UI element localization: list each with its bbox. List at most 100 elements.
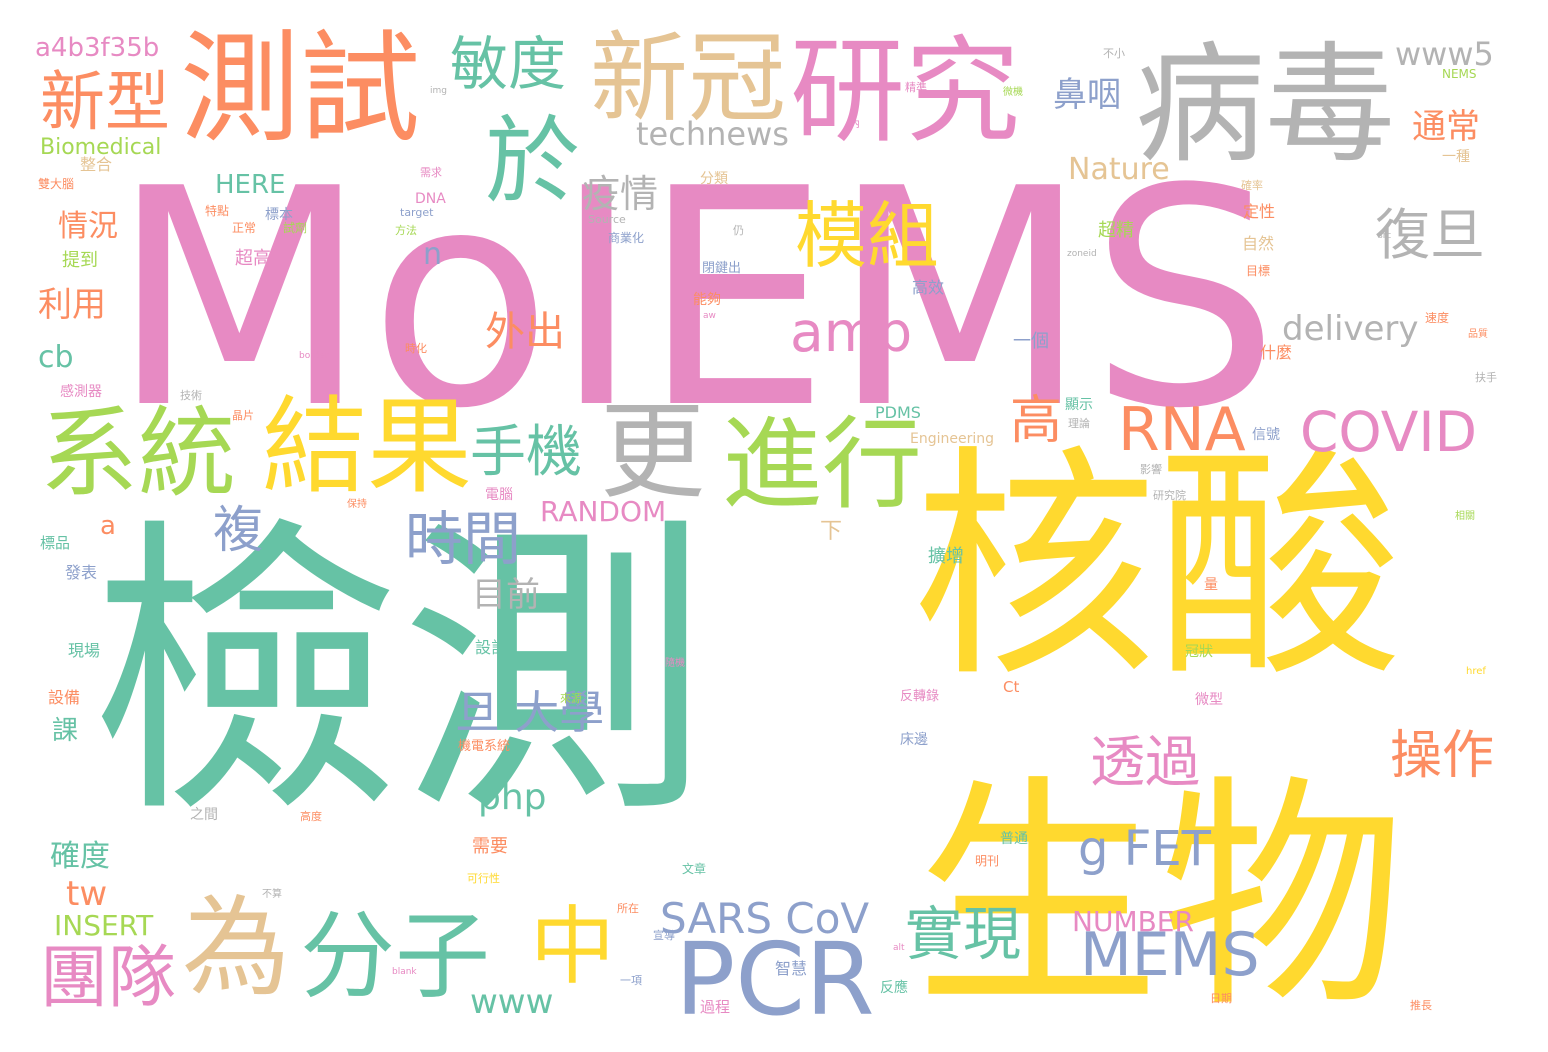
word-118: zoneid xyxy=(1067,249,1097,259)
word-32: 操作 xyxy=(1390,726,1495,786)
word-120: border xyxy=(299,351,329,361)
word-97: 標品 xyxy=(40,534,71,552)
word-13: 進行 xyxy=(722,406,922,523)
word-95: 微型 xyxy=(1195,692,1223,708)
word-71: DNA xyxy=(415,191,446,207)
word-8: 於 xyxy=(485,107,581,217)
word-62: NEMS xyxy=(1442,67,1477,81)
word-148: 相關 xyxy=(1455,511,1475,522)
word-67: 標本 xyxy=(265,207,293,223)
word-40: a4b3f35b xyxy=(35,33,160,63)
word-39: www5 xyxy=(1395,35,1494,73)
word-137: 一項 xyxy=(620,974,642,987)
word-35: www xyxy=(470,982,554,1022)
word-87: 信號 xyxy=(1252,427,1280,443)
word-65: 雙大腦 xyxy=(38,177,75,191)
word-114: 推長 xyxy=(1410,999,1432,1012)
word-139: 宣導 xyxy=(653,929,675,942)
word-102: 技術 xyxy=(180,389,202,402)
word-144: 扶手 xyxy=(1475,371,1497,384)
word-109: 機電系統 xyxy=(458,739,511,754)
word-45: 鼻咽 xyxy=(1053,75,1121,115)
word-54: INSERT xyxy=(54,909,154,942)
word-24: 復旦 xyxy=(1375,203,1486,267)
word-136: 不算 xyxy=(262,889,282,900)
word-14: PCR xyxy=(675,921,875,1038)
word-84: 速度 xyxy=(1425,311,1450,325)
word-85: 一個 xyxy=(1013,331,1049,352)
word-51: 利用 xyxy=(38,285,106,325)
word-140: 明刊 xyxy=(975,854,1000,868)
word-86: 什麼 xyxy=(1260,343,1293,362)
word-101: 感測器 xyxy=(60,384,102,400)
word-98: 設備 xyxy=(48,688,81,707)
word-141: 普通 xyxy=(1000,831,1028,847)
word-79: 一種 xyxy=(1442,149,1470,165)
word-106: 需要 xyxy=(472,836,508,857)
word-4: 病毒 xyxy=(1135,29,1396,181)
word-94: 反轉錄 xyxy=(900,689,940,704)
word-81: 自然 xyxy=(1242,234,1275,253)
word-33: 透過 xyxy=(1090,730,1201,794)
word-49: 目前 xyxy=(472,575,540,615)
word-64: 整合 xyxy=(80,155,113,174)
word-123: aw xyxy=(703,311,716,321)
word-0: MoIEMS xyxy=(110,125,1280,474)
word-143: 來源 xyxy=(560,692,582,705)
word-122: alt xyxy=(893,943,905,953)
word-28: MEMS xyxy=(1080,920,1260,990)
word-88: 擴增 xyxy=(928,546,964,567)
word-16: 為 xyxy=(182,886,291,1011)
word-105: 高度 xyxy=(300,810,322,823)
word-111: 智慧 xyxy=(775,959,808,978)
word-129: 理論 xyxy=(1068,417,1090,430)
word-107: 可行性 xyxy=(467,872,500,885)
word-104: 之間 xyxy=(190,807,218,823)
word-61: Engineering xyxy=(910,431,994,447)
word-112: 反應 xyxy=(880,980,908,996)
word-31: g FET xyxy=(1078,821,1211,877)
word-53: tw xyxy=(66,874,108,914)
word-134: 分類 xyxy=(700,171,728,187)
word-78: 超精 xyxy=(1098,220,1134,241)
word-83: 確率 xyxy=(1241,179,1263,192)
word-124: 不小 xyxy=(1103,47,1125,60)
word-68: 正常 xyxy=(232,221,257,235)
word-59: NUMBER xyxy=(1072,905,1194,938)
word-119: img xyxy=(430,86,447,96)
word-126: 精準 xyxy=(905,81,927,94)
word-29: 實現 xyxy=(905,900,1022,968)
word-58: RANDOM xyxy=(540,495,667,528)
word-36: php xyxy=(478,777,547,818)
word-130: 電腦 xyxy=(485,487,513,503)
word-27: 複 xyxy=(213,501,263,559)
word-57: a xyxy=(100,511,116,541)
word-117: src xyxy=(1378,231,1392,241)
word-41: Biomedical xyxy=(40,135,162,160)
word-34: 旦 大學 xyxy=(455,686,605,739)
word-73: 方法 xyxy=(395,224,417,237)
word-42: HERE xyxy=(215,170,286,200)
word-48: 外出 xyxy=(485,309,565,355)
word-91: 下 xyxy=(820,519,843,544)
word-55: 確度 xyxy=(50,839,110,874)
word-103: 晶片 xyxy=(232,409,254,422)
word-92: 冠狀 xyxy=(1185,644,1213,660)
word-113: 日期 xyxy=(1210,992,1232,1005)
word-127: 微機 xyxy=(1003,87,1023,98)
word-37: delivery xyxy=(1282,309,1419,349)
word-10: 系統 xyxy=(40,397,237,511)
word-44: 疫情 xyxy=(582,172,659,216)
word-108: 文章 xyxy=(682,862,707,876)
word-19: 新型 xyxy=(40,65,171,140)
word-11: 結果 xyxy=(262,386,473,508)
word-7: 新冠 xyxy=(590,22,787,136)
word-15: 分子 xyxy=(300,902,491,1012)
word-125: 內 xyxy=(850,119,860,130)
word-145: 影響 xyxy=(1140,463,1162,476)
word-66: 特點 xyxy=(205,204,230,218)
word-50: 情況 xyxy=(58,209,118,244)
word-133: 仍 xyxy=(733,224,744,237)
word-38: technews xyxy=(636,115,789,153)
